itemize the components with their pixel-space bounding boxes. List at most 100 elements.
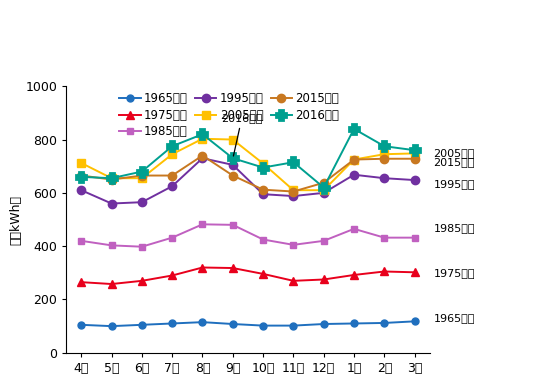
1995年度 xyxy=(411,178,418,182)
2016年度 xyxy=(169,144,175,149)
Text: 2015年度: 2015年度 xyxy=(434,157,475,167)
Text: 2016年度: 2016年度 xyxy=(221,113,263,156)
Line: 2015年度: 2015年度 xyxy=(77,151,419,196)
Line: 1965年度: 1965年度 xyxy=(78,318,418,330)
2015年度 xyxy=(169,173,175,178)
1975年度 xyxy=(381,269,388,274)
2015年度 xyxy=(108,177,115,182)
2005年度 xyxy=(169,152,175,156)
1965年度 xyxy=(260,323,266,328)
Text: 1975年度: 1975年度 xyxy=(434,268,475,278)
2016年度 xyxy=(78,174,85,179)
2005年度 xyxy=(411,151,418,156)
1975年度 xyxy=(169,273,175,278)
2015年度 xyxy=(260,187,266,192)
1975年度 xyxy=(229,266,236,270)
Line: 1995年度: 1995年度 xyxy=(77,154,419,208)
1985年度 xyxy=(169,235,175,240)
1985年度 xyxy=(381,235,388,240)
Line: 2016年度: 2016年度 xyxy=(77,124,419,192)
2005年度 xyxy=(290,188,296,192)
1975年度 xyxy=(411,270,418,275)
Text: 2005年度: 2005年度 xyxy=(434,149,475,158)
2016年度 xyxy=(351,127,358,131)
1975年度 xyxy=(138,278,145,283)
1985年度 xyxy=(138,244,145,249)
2005年度 xyxy=(199,136,206,141)
2005年度 xyxy=(381,152,388,156)
1985年度 xyxy=(411,235,418,240)
2005年度 xyxy=(78,161,85,165)
1995年度 xyxy=(229,163,236,167)
1985年度 xyxy=(229,223,236,227)
1975年度 xyxy=(108,282,115,287)
2015年度 xyxy=(351,157,358,162)
2016年度 xyxy=(138,169,145,174)
1965年度 xyxy=(381,321,388,325)
1995年度 xyxy=(169,184,175,189)
2016年度 xyxy=(229,156,236,161)
2015年度 xyxy=(199,153,206,158)
1975年度 xyxy=(78,280,85,285)
1985年度 xyxy=(108,243,115,248)
1965年度 xyxy=(351,321,358,326)
1965年度 xyxy=(169,321,175,326)
2005年度 xyxy=(351,157,358,162)
1985年度 xyxy=(260,237,266,242)
2015年度 xyxy=(320,180,327,185)
1965年度 xyxy=(229,322,236,327)
2016年度 xyxy=(411,148,418,152)
1965年度 xyxy=(199,320,206,325)
2016年度 xyxy=(290,160,296,165)
2015年度 xyxy=(381,156,388,161)
1975年度 xyxy=(260,272,266,276)
2015年度 xyxy=(78,173,85,178)
Y-axis label: （億kWh）: （億kWh） xyxy=(9,194,23,245)
2005年度 xyxy=(138,176,145,181)
1985年度 xyxy=(351,227,358,231)
1965年度 xyxy=(138,323,145,327)
2005年度 xyxy=(320,188,327,192)
1975年度 xyxy=(351,272,358,277)
Text: 1995年度: 1995年度 xyxy=(434,178,475,189)
1995年度 xyxy=(138,200,145,205)
2015年度 xyxy=(138,173,145,178)
1995年度 xyxy=(199,156,206,161)
Legend: 1965年度, 1975年度, 1985年度, 1995年度, 2005年度, 2015年度, 2016年度: 1965年度, 1975年度, 1985年度, 1995年度, 2005年度, … xyxy=(120,92,339,138)
2016年度 xyxy=(260,165,266,170)
1995年度 xyxy=(78,188,85,192)
1965年度 xyxy=(320,322,327,327)
2005年度 xyxy=(108,176,115,181)
1975年度 xyxy=(199,265,206,270)
1985年度 xyxy=(320,238,327,243)
1975年度 xyxy=(290,278,296,283)
2005年度 xyxy=(260,161,266,166)
1995年度 xyxy=(381,176,388,181)
1995年度 xyxy=(260,192,266,196)
1995年度 xyxy=(290,194,296,198)
2016年度 xyxy=(320,185,327,190)
2015年度 xyxy=(411,156,418,161)
Line: 2005年度: 2005年度 xyxy=(77,134,419,194)
Line: 1975年度: 1975年度 xyxy=(77,263,419,288)
2015年度 xyxy=(290,189,296,194)
1975年度 xyxy=(320,277,327,282)
2016年度 xyxy=(381,144,388,149)
2005年度 xyxy=(229,137,236,142)
1985年度 xyxy=(290,243,296,247)
1985年度 xyxy=(199,222,206,227)
Text: 1965年度: 1965年度 xyxy=(434,312,475,323)
1985年度 xyxy=(78,238,85,243)
1995年度 xyxy=(108,201,115,206)
Line: 1985年度: 1985年度 xyxy=(78,221,418,250)
1995年度 xyxy=(351,172,358,177)
2015年度 xyxy=(229,173,236,178)
1995年度 xyxy=(320,191,327,195)
1965年度 xyxy=(78,323,85,327)
Text: 1985年度: 1985年度 xyxy=(434,223,475,233)
2016年度 xyxy=(108,176,115,181)
1965年度 xyxy=(108,324,115,328)
1965年度 xyxy=(411,319,418,324)
1965年度 xyxy=(290,323,296,328)
2016年度 xyxy=(199,132,206,136)
